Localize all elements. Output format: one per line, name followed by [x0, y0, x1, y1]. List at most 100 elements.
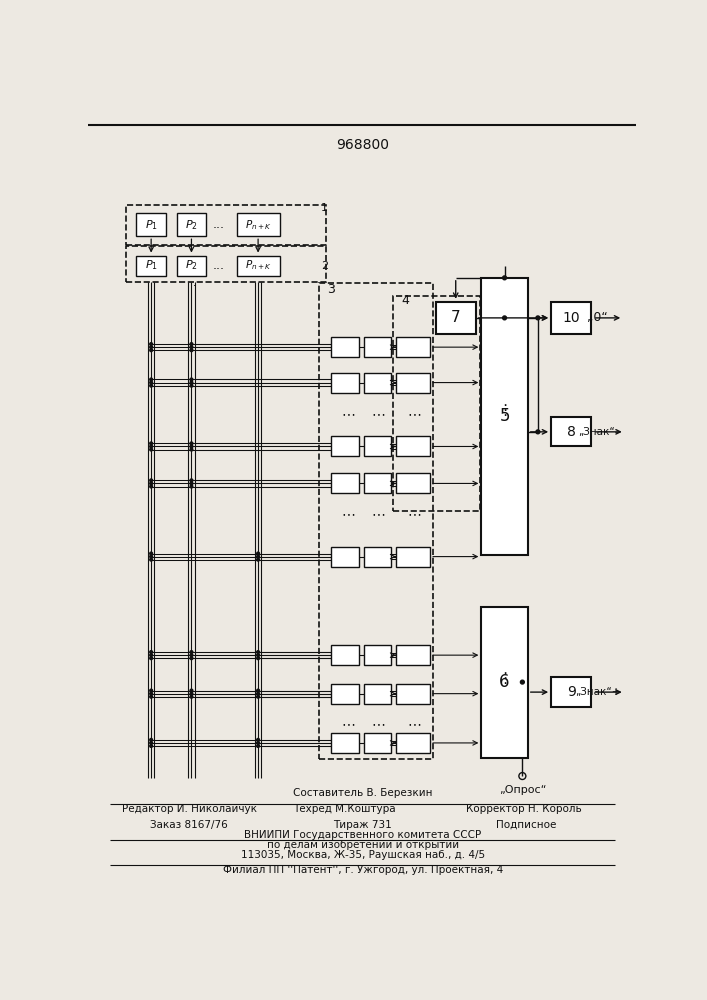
Bar — [331, 337, 359, 357]
Circle shape — [150, 479, 153, 482]
Circle shape — [150, 742, 153, 744]
Circle shape — [190, 657, 193, 660]
Circle shape — [190, 448, 193, 451]
Text: ⋯: ⋯ — [341, 717, 355, 731]
Bar — [363, 733, 392, 753]
Text: 2: 2 — [321, 261, 328, 271]
Bar — [363, 373, 392, 393]
Bar — [363, 547, 392, 567]
Text: ...: ... — [213, 259, 225, 272]
Text: $P_1$: $P_1$ — [145, 218, 158, 232]
Circle shape — [150, 654, 153, 657]
Bar — [551, 302, 591, 334]
Text: $P_2$: $P_2$ — [185, 259, 198, 272]
Text: 3: 3 — [327, 283, 335, 296]
Bar — [363, 645, 392, 665]
Bar — [396, 436, 430, 456]
Text: ⋯: ⋯ — [341, 507, 355, 521]
Text: Подписное: Подписное — [496, 820, 556, 830]
Circle shape — [150, 651, 153, 653]
Bar — [331, 547, 359, 567]
Text: Техред М.Коштура: Техред М.Коштура — [293, 804, 395, 814]
Bar — [331, 373, 359, 393]
Circle shape — [190, 442, 193, 445]
Text: 8: 8 — [567, 425, 575, 439]
Circle shape — [150, 738, 153, 741]
Bar — [363, 473, 392, 493]
Circle shape — [257, 689, 259, 692]
Circle shape — [190, 689, 193, 692]
Text: 4: 4 — [402, 294, 409, 307]
Text: ...: ... — [213, 218, 225, 231]
Circle shape — [257, 745, 259, 747]
Text: 5: 5 — [499, 407, 510, 425]
Bar — [396, 373, 430, 393]
Text: $P_1$: $P_1$ — [145, 259, 158, 272]
Bar — [396, 645, 430, 665]
Bar — [136, 256, 166, 276]
Circle shape — [150, 343, 153, 345]
Text: 9: 9 — [567, 685, 575, 699]
Text: ⋯: ⋯ — [371, 507, 385, 521]
Circle shape — [150, 558, 153, 561]
Bar — [396, 733, 430, 753]
Bar — [436, 302, 476, 334]
Bar — [331, 733, 359, 753]
Text: 1: 1 — [321, 203, 328, 213]
Circle shape — [257, 651, 259, 653]
Bar — [331, 473, 359, 493]
Bar — [237, 256, 280, 276]
Text: ...: ... — [187, 278, 196, 288]
Circle shape — [503, 276, 506, 280]
Bar — [363, 436, 392, 456]
Circle shape — [150, 442, 153, 445]
Circle shape — [190, 349, 193, 352]
Circle shape — [150, 689, 153, 692]
Bar — [177, 256, 206, 276]
Circle shape — [190, 651, 193, 653]
Bar — [551, 417, 591, 446]
Bar — [363, 684, 392, 704]
Text: по делам изобретений и открытий: по делам изобретений и открытий — [267, 840, 459, 850]
Circle shape — [257, 555, 259, 558]
Circle shape — [257, 654, 259, 657]
Bar — [551, 677, 591, 707]
Circle shape — [520, 680, 525, 684]
Circle shape — [190, 343, 193, 345]
Circle shape — [257, 742, 259, 744]
Text: „Опрос“: „Опрос“ — [498, 785, 546, 795]
Text: 10: 10 — [562, 311, 580, 325]
Bar — [481, 607, 528, 758]
Circle shape — [150, 657, 153, 660]
Text: ⋯: ⋯ — [371, 407, 385, 421]
Circle shape — [190, 654, 193, 657]
Text: Составитель В. Березкин: Составитель В. Березкин — [293, 788, 433, 798]
Bar — [331, 436, 359, 456]
Bar — [363, 337, 392, 357]
Circle shape — [190, 381, 193, 384]
Bar — [396, 547, 430, 567]
Text: $P_{n+K}$: $P_{n+K}$ — [245, 259, 271, 272]
Circle shape — [150, 745, 153, 747]
Circle shape — [257, 695, 259, 698]
Text: ...: ... — [254, 278, 262, 288]
Text: Тираж 731: Тираж 731 — [333, 820, 392, 830]
Text: 968800: 968800 — [337, 138, 390, 152]
Circle shape — [150, 448, 153, 451]
Text: 113035, Москва, Ж-35, Раушская наб., д. 4/5: 113035, Москва, Ж-35, Раушская наб., д. … — [240, 850, 485, 860]
Bar — [177, 213, 206, 236]
Text: Филиал ПП ''Патент'', г. Ужгород, ул. Проектная, 4: Филиал ПП ''Патент'', г. Ужгород, ул. Пр… — [223, 865, 503, 875]
Bar — [126, 246, 325, 282]
Text: ⋮: ⋮ — [497, 671, 512, 686]
Text: $P_{n+K}$: $P_{n+K}$ — [245, 218, 271, 232]
Text: ⋯: ⋯ — [371, 717, 385, 731]
Text: Корректор Н. Король: Корректор Н. Король — [466, 804, 582, 814]
Circle shape — [150, 381, 153, 384]
Circle shape — [190, 695, 193, 698]
Circle shape — [190, 378, 193, 381]
Bar — [393, 296, 480, 511]
Bar — [396, 684, 430, 704]
Text: Заказ 8167/76: Заказ 8167/76 — [151, 820, 228, 830]
Text: 7: 7 — [451, 310, 460, 325]
Text: 6: 6 — [499, 673, 510, 691]
